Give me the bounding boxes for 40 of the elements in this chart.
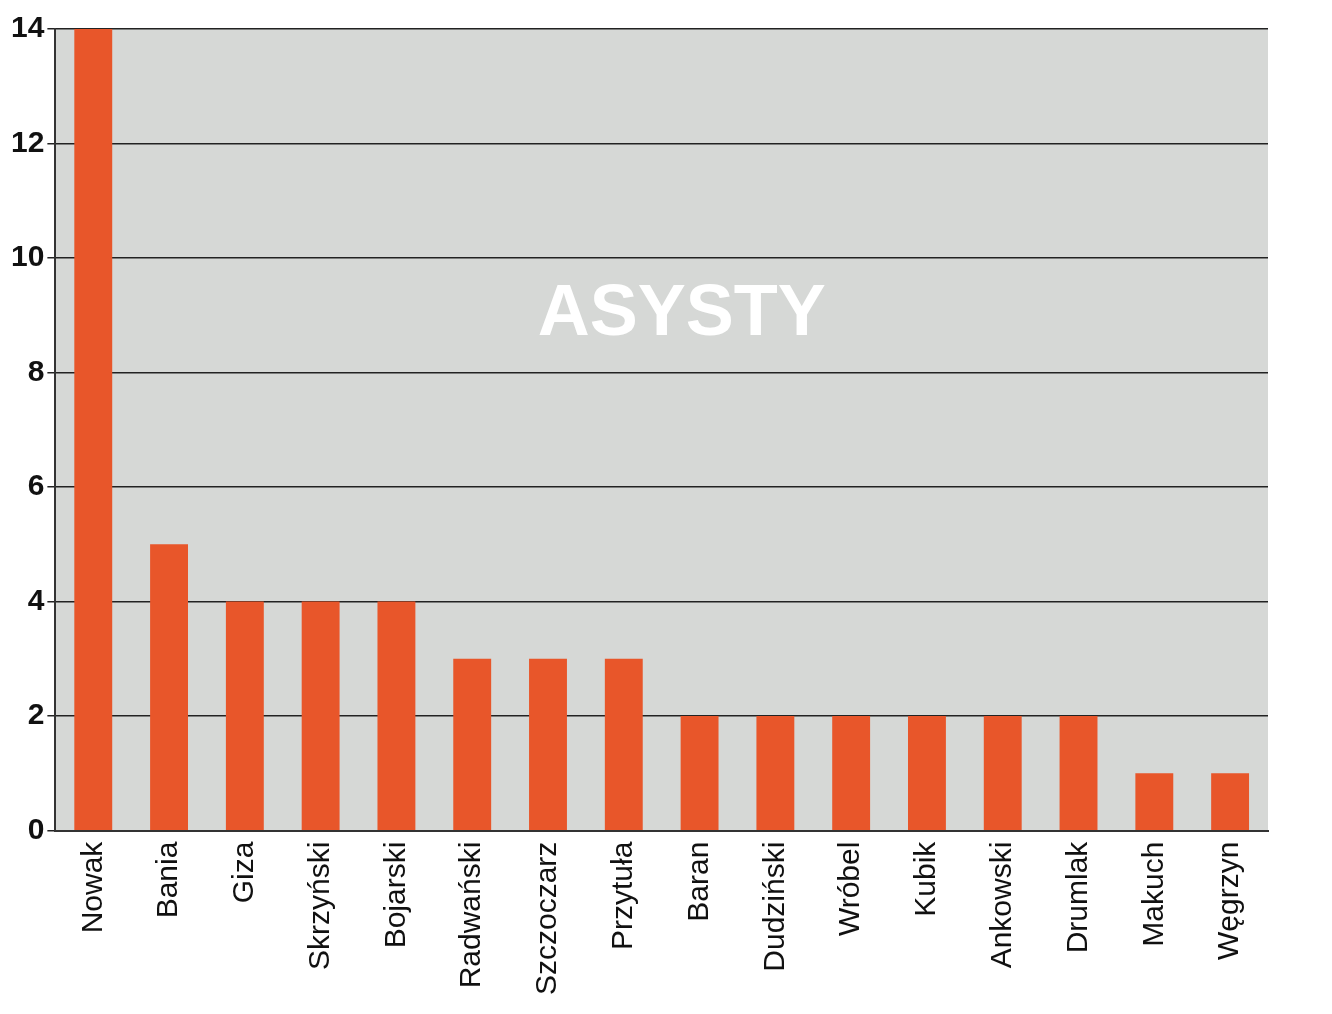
x-tick-label: Dudziński — [756, 841, 790, 972]
bar — [756, 716, 795, 830]
bar — [529, 658, 567, 830]
y-tick-label: 10 — [10, 239, 45, 273]
bar — [604, 658, 643, 830]
x-tick-label: Wróbel — [832, 841, 866, 937]
y-tick-label: 12 — [10, 124, 45, 158]
x-tick-label: Kubik — [908, 840, 942, 917]
x-tick-label: Radwański — [453, 841, 487, 989]
x-tick-label: Węgrzyn — [1211, 841, 1245, 960]
x-tick-label: Skrzyński — [301, 841, 335, 970]
y-tick-label: 8 — [27, 353, 45, 387]
x-tick-label: Drumlak — [1059, 840, 1093, 954]
bar — [983, 716, 1022, 830]
x-tick-label: Bania — [150, 841, 184, 919]
bar — [680, 716, 719, 830]
x-tick-label: Giza — [226, 841, 260, 904]
x-tick-label: Bojarski — [377, 841, 411, 949]
bar — [453, 658, 492, 830]
bar — [150, 544, 188, 830]
bar — [301, 601, 340, 830]
y-tick-label: 6 — [27, 468, 45, 502]
bar — [1059, 716, 1098, 830]
bar — [1211, 773, 1250, 830]
x-tick-label: Makuch — [1135, 841, 1169, 947]
x-tick-label: Nowak — [74, 840, 108, 934]
bar — [832, 716, 871, 830]
x-tick-label: Ankowski — [984, 841, 1017, 969]
x-tick-label: Baran — [680, 841, 714, 922]
y-tick-label: 2 — [27, 697, 45, 731]
y-tick-label: 14 — [10, 10, 45, 44]
y-tick-label: 0 — [27, 811, 45, 845]
bar — [908, 716, 946, 830]
bar — [225, 601, 264, 830]
bar — [74, 29, 113, 830]
bar — [1135, 773, 1174, 830]
y-tick-label: 4 — [27, 582, 45, 616]
x-tick-label: Szczoczarz — [529, 841, 563, 996]
x-tick-label: Przytuła — [605, 841, 639, 951]
bar — [377, 601, 416, 830]
